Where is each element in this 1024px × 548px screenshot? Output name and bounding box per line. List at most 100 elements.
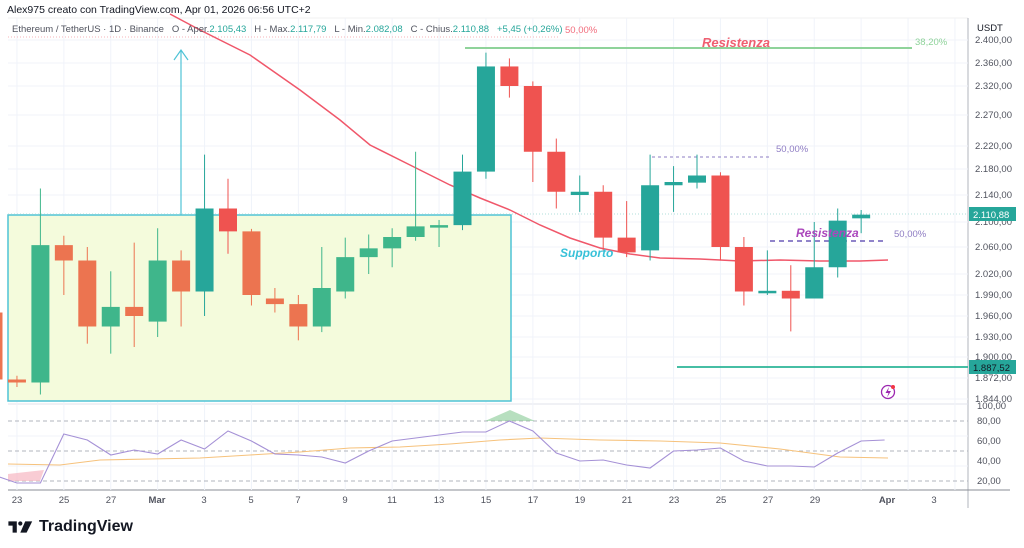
candle[interactable] [688, 154, 706, 189]
lightning-icon[interactable] [880, 384, 896, 400]
candlesticks[interactable] [0, 52, 871, 395]
close-label: C - Chius. [410, 24, 453, 35]
candle[interactable] [54, 235, 73, 295]
candle[interactable] [781, 265, 800, 332]
date-tick: 15 [481, 495, 492, 506]
symbol-legend: Ethereum / TetherUS · 1D · Binance O - A… [12, 24, 563, 35]
currency-label[interactable]: USDT [977, 23, 1003, 34]
rsi-pane[interactable] [0, 410, 968, 484]
candle[interactable] [265, 288, 284, 313]
candle[interactable] [664, 166, 683, 212]
high-label: H - Max. [254, 24, 291, 35]
moving-average-line[interactable] [169, 13, 889, 262]
date-tick: 13 [434, 495, 445, 506]
resistance-top-label[interactable]: Resistenza [702, 35, 770, 50]
rsi-tick: 20,00 [977, 476, 1001, 487]
candle[interactable] [500, 58, 519, 98]
high-value: 2.117,79 [290, 24, 327, 35]
price-axis[interactable]: 2.400,00 2.360,00 2.320,00 2.270,00 2.220,00… [975, 35, 1012, 405]
price-tick: 2.060,00 [975, 242, 1012, 253]
candle[interactable] [805, 222, 824, 299]
candle[interactable] [476, 52, 495, 179]
candle[interactable] [289, 295, 308, 341]
rsi-line [0, 420, 885, 484]
candle[interactable] [570, 175, 589, 212]
candle[interactable] [172, 250, 191, 327]
date-tick: 23 [669, 495, 680, 506]
candle[interactable] [78, 247, 97, 344]
candle[interactable] [547, 138, 566, 209]
rsi-tick: 100,00 [977, 401, 1006, 412]
candle[interactable] [359, 234, 378, 275]
rsi-axis[interactable]: 100,00 80,00 60,00 40,00 20,00 [977, 401, 1006, 487]
candle[interactable] [336, 237, 355, 299]
date-tick: 9 [342, 495, 347, 506]
date-tick: Mar [149, 495, 166, 506]
date-tick: 27 [763, 495, 774, 506]
resistance-mid-label[interactable]: Resistenza [796, 226, 859, 240]
candle[interactable] [195, 154, 214, 316]
price-tick: 2.180,00 [975, 164, 1012, 175]
candle[interactable] [852, 209, 871, 234]
time-axis[interactable]: 23 25 27 Mar 3 5 7 9 11 13 15 17 19 21 23 25 27 29 Apr 3 [12, 495, 937, 506]
rsi-ma-line [7, 437, 889, 466]
brand-name: TradingView [39, 518, 133, 535]
candle[interactable] [594, 185, 613, 251]
date-tick: 29 [810, 495, 821, 506]
candle[interactable] [734, 237, 753, 306]
support-level-tag: 1.887,52 [969, 360, 1016, 374]
date-tick: 7 [295, 495, 300, 506]
fib-top-right-label: 38,20% [915, 37, 948, 48]
date-tick: 3 [931, 495, 936, 506]
date-tick: 11 [387, 495, 397, 506]
fib-mid-label: 50,00% [776, 144, 809, 155]
change-value: +5,45 (+0,26%) [497, 24, 563, 35]
candle[interactable] [383, 228, 402, 268]
close-value: 2.110,88 [452, 24, 490, 35]
candle[interactable] [711, 172, 730, 261]
candle[interactable] [312, 247, 331, 333]
price-tick: 2.220,00 [975, 141, 1012, 152]
price-tick: 1.872,00 [975, 373, 1012, 384]
tradingview-brand[interactable]: TradingView [8, 518, 133, 536]
price-tick: 2.100,00 [975, 217, 1012, 228]
candle[interactable] [758, 250, 777, 295]
date-tick: 25 [59, 495, 70, 506]
price-tick: 2.140,00 [975, 190, 1012, 201]
candle[interactable] [7, 375, 26, 387]
candle[interactable] [219, 178, 237, 254]
current-price-tag: 2.110,88 [969, 207, 1016, 221]
rsi-tick: 40,00 [977, 456, 1001, 467]
candle[interactable] [828, 208, 847, 278]
candle[interactable] [617, 201, 636, 258]
low-value: 2.082,08 [365, 24, 403, 35]
rsi-overbought-fill [485, 410, 535, 421]
rsi-oversold-fill [8, 470, 44, 481]
candle[interactable] [406, 151, 425, 241]
symbol-name[interactable]: Ethereum / TetherUS · 1D · Binance [12, 24, 164, 35]
candle[interactable] [148, 228, 167, 337]
rsi-tick: 80,00 [977, 416, 1001, 427]
candle[interactable] [453, 154, 472, 231]
candle[interactable] [0, 312, 3, 395]
candle[interactable] [242, 228, 261, 306]
candle[interactable] [430, 219, 449, 247]
date-tick: 19 [575, 495, 586, 506]
candle[interactable] [101, 271, 120, 354]
open-value: 2.105,43 [209, 24, 247, 35]
candle[interactable] [31, 188, 50, 395]
date-tick: 17 [528, 495, 539, 506]
arrow-up-icon [173, 48, 189, 61]
price-tick: 2.270,00 [975, 110, 1012, 121]
price-tick: 2.020,00 [975, 269, 1012, 280]
candle[interactable] [523, 81, 542, 182]
price-tick: 2.400,00 [975, 35, 1012, 46]
price-tick: 1.960,00 [975, 311, 1012, 322]
svg-text:1.887,52: 1.887,52 [973, 363, 1010, 374]
candle[interactable] [641, 154, 660, 261]
date-tick: 3 [201, 495, 206, 506]
date-tick: 23 [12, 495, 23, 506]
support-label[interactable]: Supporto [560, 246, 613, 260]
candle[interactable] [125, 242, 144, 347]
